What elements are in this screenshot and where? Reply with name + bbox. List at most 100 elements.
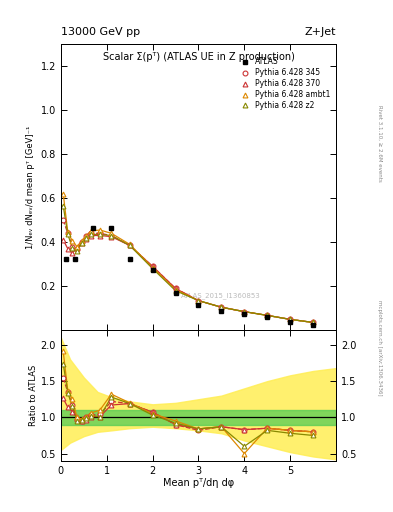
Pythia 6.428 z2 [173, 288, 178, 294]
ATLAS [288, 318, 292, 325]
ATLAS [311, 322, 316, 328]
Pythia 6.428 ambt1 [109, 230, 114, 237]
Pythia 6.428 345 [173, 285, 178, 291]
Pythia 6.428 z2 [70, 245, 75, 251]
Pythia 6.428 345 [109, 232, 114, 239]
X-axis label: Mean pᵀ/dη dφ: Mean pᵀ/dη dφ [163, 478, 234, 488]
Pythia 6.428 ambt1 [150, 264, 155, 270]
Pythia 6.428 z2 [65, 231, 70, 238]
Pythia 6.428 z2 [109, 232, 114, 239]
Pythia 6.428 z2 [311, 319, 316, 326]
Pythia 6.428 ambt1 [265, 312, 270, 318]
Pythia 6.428 ambt1 [79, 238, 84, 244]
Line: Pythia 6.428 345: Pythia 6.428 345 [61, 218, 316, 325]
Pythia 6.428 ambt1 [65, 229, 70, 236]
Pythia 6.428 370 [61, 237, 66, 243]
Pythia 6.428 370 [88, 232, 93, 239]
Pythia 6.428 z2 [242, 309, 247, 315]
Pythia 6.428 z2 [97, 231, 102, 238]
Pythia 6.428 370 [173, 285, 178, 291]
Line: Pythia 6.428 ambt1: Pythia 6.428 ambt1 [61, 191, 316, 325]
Pythia 6.428 370 [75, 245, 79, 251]
Pythia 6.428 370 [65, 246, 70, 252]
Text: Z+Jet: Z+Jet [305, 27, 336, 37]
Y-axis label: 1/Nₑᵥ dNₑᵥ/d mean pᵀ [GeV]⁻¹: 1/Nₑᵥ dNₑᵥ/d mean pᵀ [GeV]⁻¹ [26, 125, 35, 249]
Line: ATLAS: ATLAS [63, 225, 316, 327]
Pythia 6.428 ambt1 [242, 309, 247, 315]
Pythia 6.428 345 [150, 263, 155, 269]
ATLAS [91, 225, 95, 231]
Y-axis label: Ratio to ATLAS: Ratio to ATLAS [29, 365, 38, 426]
ATLAS [127, 255, 132, 262]
Pythia 6.428 370 [219, 304, 224, 310]
Pythia 6.428 370 [70, 250, 75, 256]
Pythia 6.428 z2 [61, 203, 66, 209]
Pythia 6.428 345 [265, 312, 270, 318]
Pythia 6.428 345 [127, 242, 132, 248]
Pythia 6.428 370 [196, 297, 201, 304]
Pythia 6.428 345 [79, 239, 84, 245]
Text: 13000 GeV pp: 13000 GeV pp [61, 27, 140, 37]
Pythia 6.428 345 [75, 246, 79, 252]
Pythia 6.428 345 [311, 319, 316, 326]
Pythia 6.428 z2 [88, 231, 93, 238]
Pythia 6.428 ambt1 [97, 227, 102, 233]
Line: Pythia 6.428 370: Pythia 6.428 370 [61, 233, 316, 325]
Pythia 6.428 ambt1 [311, 319, 316, 326]
Pythia 6.428 z2 [79, 240, 84, 246]
Pythia 6.428 z2 [196, 297, 201, 304]
Text: Rivet 3.1.10, ≥ 2.6M events: Rivet 3.1.10, ≥ 2.6M events [377, 105, 382, 182]
ATLAS [242, 311, 247, 317]
ATLAS [173, 290, 178, 296]
Pythia 6.428 345 [70, 244, 75, 250]
Pythia 6.428 ambt1 [196, 297, 201, 304]
Pythia 6.428 370 [84, 236, 88, 242]
Pythia 6.428 ambt1 [173, 287, 178, 293]
Pythia 6.428 z2 [150, 266, 155, 272]
Pythia 6.428 345 [65, 230, 70, 237]
Pythia 6.428 370 [288, 316, 292, 323]
ATLAS [109, 225, 114, 231]
Pythia 6.428 370 [79, 240, 84, 246]
Pythia 6.428 345 [88, 230, 93, 237]
Pythia 6.428 z2 [219, 304, 224, 310]
Pythia 6.428 z2 [75, 248, 79, 254]
Pythia 6.428 370 [265, 312, 270, 318]
Pythia 6.428 370 [127, 242, 132, 248]
Pythia 6.428 ambt1 [288, 316, 292, 323]
Text: mcplots.cern.ch [arXiv:1306.3436]: mcplots.cern.ch [arXiv:1306.3436] [377, 301, 382, 396]
Pythia 6.428 370 [97, 232, 102, 239]
ATLAS [150, 267, 155, 273]
Pythia 6.428 ambt1 [84, 232, 88, 239]
Pythia 6.428 z2 [288, 316, 292, 323]
Pythia 6.428 ambt1 [61, 190, 66, 197]
Text: Scalar Σ(pᵀ) (ATLAS UE in Z production): Scalar Σ(pᵀ) (ATLAS UE in Z production) [103, 52, 294, 62]
Pythia 6.428 ambt1 [88, 228, 93, 234]
Pythia 6.428 ambt1 [219, 304, 224, 310]
Pythia 6.428 345 [219, 304, 224, 310]
ATLAS [63, 255, 68, 262]
Pythia 6.428 ambt1 [70, 238, 75, 244]
Pythia 6.428 ambt1 [127, 241, 132, 247]
Pythia 6.428 345 [288, 316, 292, 323]
Pythia 6.428 345 [97, 230, 102, 237]
Pythia 6.428 345 [196, 297, 201, 304]
Pythia 6.428 ambt1 [75, 244, 79, 250]
Pythia 6.428 z2 [265, 312, 270, 318]
Pythia 6.428 370 [109, 233, 114, 240]
ATLAS [219, 308, 224, 314]
Text: ATLAS_2015_I1360853: ATLAS_2015_I1360853 [181, 292, 260, 300]
Line: Pythia 6.428 z2: Pythia 6.428 z2 [61, 203, 316, 325]
Pythia 6.428 370 [311, 319, 316, 326]
Pythia 6.428 z2 [84, 234, 88, 241]
Pythia 6.428 345 [242, 309, 247, 315]
Pythia 6.428 345 [84, 232, 88, 239]
Pythia 6.428 370 [150, 263, 155, 269]
Pythia 6.428 370 [242, 309, 247, 315]
Pythia 6.428 345 [61, 217, 66, 223]
Pythia 6.428 z2 [127, 242, 132, 248]
ATLAS [72, 255, 77, 262]
ATLAS [265, 314, 270, 320]
Legend: ATLAS, Pythia 6.428 345, Pythia 6.428 370, Pythia 6.428 ambt1, Pythia 6.428 z2: ATLAS, Pythia 6.428 345, Pythia 6.428 37… [235, 56, 332, 112]
ATLAS [196, 302, 201, 308]
